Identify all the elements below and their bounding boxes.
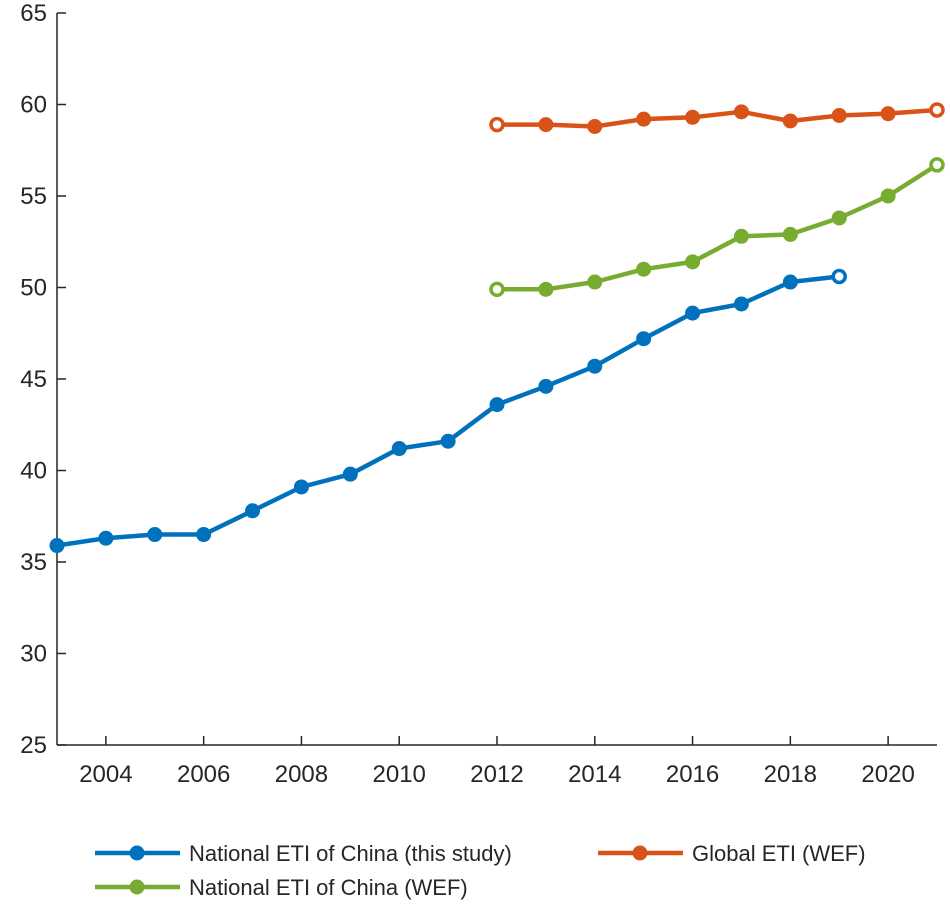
x-tick-label: 2004 — [79, 761, 132, 788]
series-line — [54, 274, 842, 548]
y-tick-label: 30 — [20, 641, 47, 668]
y-tick-label: 40 — [20, 458, 47, 485]
data-point — [831, 107, 847, 123]
data-point — [636, 261, 652, 277]
legend: National ETI of China (this study) Global… — [95, 841, 866, 900]
data-point — [196, 527, 212, 543]
x-tick-label: 2020 — [861, 761, 914, 788]
data-point — [685, 109, 701, 125]
data-point — [831, 268, 847, 285]
series-2 — [489, 157, 945, 298]
data-point — [636, 111, 652, 127]
data-point — [245, 503, 261, 519]
data-point — [782, 226, 798, 242]
legend-label: Global ETI (WEF) — [692, 841, 866, 866]
tick-labels: 25 30 35 40 45 50 55 60 65 2004 2006 2008 2010 2012 20… — [20, 0, 915, 788]
data-point — [538, 117, 554, 133]
data-point — [489, 281, 505, 298]
series-line — [494, 107, 940, 129]
data-point — [49, 538, 65, 554]
data-point — [685, 305, 701, 321]
data-point — [391, 441, 407, 457]
data-point — [440, 433, 456, 449]
legend-label: National ETI of China (WEF) — [189, 875, 468, 900]
data-series — [49, 102, 945, 554]
data-point — [636, 331, 652, 347]
legend-item-0: National ETI of China (this study) — [95, 841, 512, 866]
series-line — [494, 162, 940, 292]
data-point — [587, 118, 603, 134]
legend-marker — [129, 845, 145, 861]
x-tick-label: 2010 — [373, 761, 426, 788]
x-tick-label: 2012 — [470, 761, 523, 788]
data-point — [147, 527, 163, 543]
legend-item-2: National ETI of China (WEF) — [95, 875, 468, 900]
x-tick-label: 2008 — [275, 761, 328, 788]
data-point — [342, 466, 358, 482]
y-tick-label: 25 — [20, 732, 47, 759]
y-tick-label: 35 — [20, 549, 47, 576]
data-point — [880, 106, 896, 122]
x-tick-label: 2006 — [177, 761, 230, 788]
data-point — [831, 210, 847, 226]
data-point — [489, 397, 505, 413]
legend-label: National ETI of China (this study) — [189, 841, 512, 866]
data-point — [733, 104, 749, 120]
x-tick-label: 2014 — [568, 761, 621, 788]
data-point — [587, 358, 603, 374]
x-tick-label: 2016 — [666, 761, 719, 788]
legend-marker — [129, 879, 145, 895]
data-point — [293, 479, 309, 495]
data-point — [98, 530, 114, 546]
data-point — [538, 281, 554, 297]
data-point — [929, 102, 945, 118]
y-tick-label: 65 — [20, 0, 47, 27]
data-point — [782, 274, 798, 290]
legend-item-1: Global ETI (WEF) — [598, 841, 866, 866]
data-point — [733, 228, 749, 244]
data-point — [880, 188, 896, 204]
y-tick-label: 50 — [20, 275, 47, 302]
axes — [56, 12, 937, 746]
legend-marker — [632, 845, 648, 861]
data-point — [538, 378, 554, 394]
y-tick-label: 45 — [20, 366, 47, 393]
data-point — [489, 116, 505, 133]
y-tick-label: 60 — [20, 92, 47, 119]
series-1 — [489, 102, 945, 134]
series-0 — [49, 268, 847, 554]
data-point — [929, 157, 945, 173]
y-tick-label: 55 — [20, 183, 47, 210]
x-tick-label: 2018 — [764, 761, 817, 788]
data-point — [733, 296, 749, 312]
data-point — [587, 274, 603, 290]
data-point — [685, 254, 701, 270]
data-point — [782, 113, 798, 129]
